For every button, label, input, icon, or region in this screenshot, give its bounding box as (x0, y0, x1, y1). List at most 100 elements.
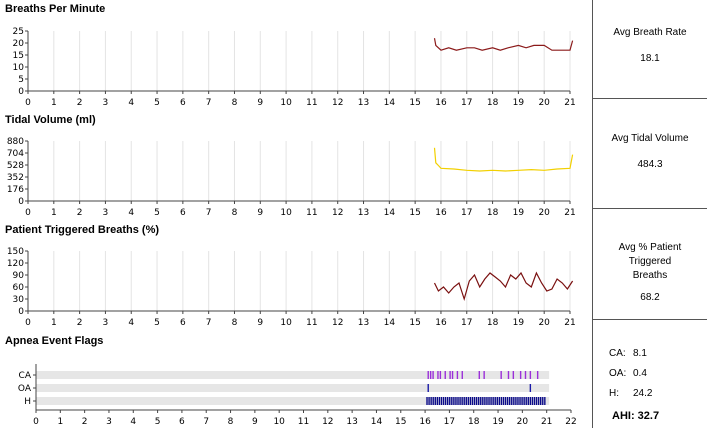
y-tick-label: 120 (7, 259, 24, 269)
flag-event-h (535, 397, 538, 405)
x-tick-label: 18 (468, 417, 480, 427)
flag-event-h (542, 397, 544, 405)
flag-event-h (453, 397, 455, 405)
x-tick-label: 20 (538, 318, 550, 328)
x-tick-label: 10 (273, 417, 285, 427)
flag-event-h (504, 397, 507, 405)
x-tick-label: 16 (419, 417, 431, 427)
x-tick-label: 13 (358, 208, 369, 218)
y-tick-label: 704 (7, 149, 24, 159)
x-tick-label: 12 (322, 417, 333, 427)
y-tick-label: 15 (13, 51, 24, 61)
flag-event-ca (432, 371, 434, 379)
stat-value: 18.1 (640, 53, 660, 64)
x-tick-label: 7 (206, 318, 212, 328)
x-tick-label: 10 (280, 208, 292, 218)
stat-label: Avg Breath Rate (613, 27, 687, 38)
x-tick-label: 14 (384, 208, 396, 218)
x-tick-label: 15 (409, 208, 420, 218)
x-tick-label: 7 (206, 208, 212, 218)
flag-row-label: CA (19, 371, 32, 381)
flag-event-h (506, 397, 509, 405)
flag-event-h (539, 397, 542, 405)
x-tick-label: 8 (232, 318, 238, 328)
flag-event-h (508, 397, 511, 405)
flag-event-h (521, 397, 523, 405)
flag-event-h (511, 397, 513, 405)
x-tick-label: 9 (252, 417, 258, 427)
x-tick-label: 11 (306, 208, 317, 218)
flag-event-h (444, 397, 447, 405)
x-tick-label: 6 (180, 98, 186, 108)
triggered-chart-title: Patient Triggered Breaths (%) (5, 224, 160, 236)
x-tick-label: 18 (487, 98, 499, 108)
x-tick-label: 20 (538, 208, 550, 218)
flag-event-ca (456, 371, 459, 379)
x-tick-label: 19 (513, 208, 525, 218)
x-tick-label: 14 (384, 98, 396, 108)
stats-divider (592, 0, 593, 428)
flag-event-h (436, 397, 439, 405)
flag-event-h (461, 397, 463, 405)
flag-event-h (500, 397, 503, 405)
y-tick-label: 0 (18, 307, 24, 317)
x-tick-label: 21 (564, 98, 575, 108)
x-tick-label: 7 (203, 417, 209, 427)
flag-event-ca (449, 371, 451, 379)
flag-event-ca (429, 371, 432, 379)
x-tick-label: 8 (232, 208, 238, 218)
h-index: H: 24.2 (609, 388, 652, 399)
flag-event-oa (529, 384, 532, 392)
avg-breath-rate-box: Avg Breath Rate 18.1 (593, 26, 707, 64)
x-tick-label: 13 (358, 318, 369, 328)
flag-event-h (459, 397, 461, 405)
x-tick-label: 0 (25, 98, 31, 108)
x-tick-label: 11 (306, 98, 317, 108)
flag-event-h (537, 397, 540, 405)
x-tick-label: 17 (461, 98, 472, 108)
x-tick-label: 19 (492, 417, 504, 427)
y-tick-label: 150 (7, 247, 24, 257)
flag-row-label: H (24, 397, 31, 407)
flag-track-ca (36, 371, 550, 379)
x-tick-label: 8 (228, 417, 234, 427)
x-tick-label: 15 (395, 417, 406, 427)
h-index-value: 24.2 (633, 388, 653, 399)
flag-event-ca (529, 371, 532, 379)
x-tick-label: 7 (206, 98, 212, 108)
flag-event-ca (437, 371, 439, 379)
y-tick-label: 10 (13, 63, 25, 73)
x-tick-label: 17 (461, 318, 472, 328)
flag-event-h (457, 397, 459, 405)
x-tick-label: 11 (298, 417, 309, 427)
oa-index-value: 0.4 (633, 368, 647, 379)
flag-event-h (465, 397, 467, 405)
x-tick-label: 5 (155, 417, 161, 427)
x-tick-label: 20 (538, 98, 550, 108)
x-tick-label: 4 (130, 417, 136, 427)
x-tick-label: 0 (25, 208, 31, 218)
stat-label: Avg Tidal Volume (611, 133, 689, 144)
y-tick-label: 880 (7, 137, 24, 147)
x-tick-label: 1 (51, 208, 57, 218)
x-tick-label: 5 (154, 208, 160, 218)
flag-event-h (529, 397, 532, 405)
x-tick-label: 12 (332, 318, 343, 328)
flag-event-h (440, 397, 443, 405)
flag-event-ca (500, 371, 502, 379)
x-tick-label: 3 (103, 318, 109, 328)
flag-event-h (527, 397, 529, 405)
flag-event-h (531, 397, 534, 405)
x-tick-label: 3 (103, 208, 109, 218)
flag-row-label: OA (18, 384, 32, 394)
flag-event-h (484, 397, 486, 405)
x-tick-label: 17 (444, 417, 455, 427)
flag-event-ca (439, 371, 442, 379)
oa-index-label: OA: (609, 368, 627, 379)
flag-event-h (480, 397, 482, 405)
x-tick-label: 18 (487, 318, 499, 328)
x-tick-label: 15 (409, 98, 420, 108)
